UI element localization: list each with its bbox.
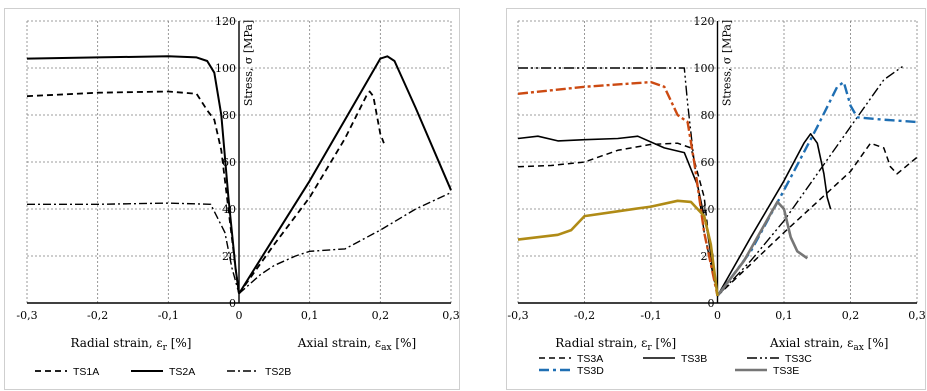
series-line-ts2a-1 xyxy=(238,55,452,295)
legend-label: TS2A xyxy=(169,366,195,378)
series-line-ts3d-1 xyxy=(716,80,918,297)
x-tick-label: -0,2 xyxy=(574,309,595,322)
legend-item-ts3b: TS3B xyxy=(643,353,707,365)
legend-item-ts1a: TS1A xyxy=(35,366,99,378)
legend-label: TS3C xyxy=(785,353,812,365)
x-tick-label: -0,2 xyxy=(87,309,108,322)
series-line-ts1a-0 xyxy=(26,90,240,294)
x-tick-label: -0,1 xyxy=(640,309,661,322)
y-tick-label: 120 xyxy=(215,15,236,28)
series-line-unnamed-6-0 xyxy=(517,199,719,297)
series-line-ts3c-1 xyxy=(716,65,905,297)
y-tick-label: 80 xyxy=(222,109,236,122)
x-tick-label: 0,1 xyxy=(775,309,793,322)
series-line-ts3e-1 xyxy=(716,200,809,297)
legend-label: TS2B xyxy=(265,366,291,378)
series-line-unnamed-5-0 xyxy=(517,80,719,297)
y-tick-label: 0 xyxy=(708,297,715,310)
legend-label: TS3B xyxy=(681,353,707,365)
legend-item-ts3c: TS3C xyxy=(747,353,812,365)
series-line-ts2b-0 xyxy=(27,202,240,294)
series-line-ts2a-0 xyxy=(26,55,240,294)
x-tick-label: 0,3 xyxy=(908,309,926,322)
x-axis-label-right: Axial strain, εax [%] xyxy=(297,336,416,353)
x-tick-label: 0 xyxy=(714,309,721,322)
legend-item-ts2a: TS2A xyxy=(131,366,195,378)
legend-item-ts3e: TS3E xyxy=(735,365,799,377)
y-axis-label: Stress, σ [MPa] xyxy=(721,20,734,106)
legend-item-ts3a: TS3A xyxy=(539,353,603,365)
y-tick-label: 80 xyxy=(701,109,715,122)
x-tick-label: 0,1 xyxy=(301,309,319,322)
x-axis-label-left: Radial strain, εr [%] xyxy=(555,336,676,353)
x-tick-label: -0,3 xyxy=(16,309,37,322)
x-tick-label: -0,1 xyxy=(158,309,179,322)
legend-label: TS3E xyxy=(773,365,799,377)
series-line-ts3b-1 xyxy=(716,133,832,297)
series-line-ts2b-1 xyxy=(238,191,452,295)
y-tick-label: 100 xyxy=(215,62,236,75)
y-tick-label: 120 xyxy=(694,15,715,28)
legend-label: TS3D xyxy=(577,365,604,377)
x-axis-label-right: Axial strain, εax [%] xyxy=(769,336,888,353)
x-tick-label: 0,2 xyxy=(842,309,860,322)
chart-panel-left: -0,3 -0,2 -0,1 0 0,1 0,2 0,3 0 20 40 60 80 100 120 Str… xyxy=(4,8,460,390)
y-tick-label: 20 xyxy=(222,250,236,263)
legend-item-ts3d: TS3D xyxy=(539,365,604,377)
y-tick-label: 100 xyxy=(694,62,715,75)
x-tick-label: 0,2 xyxy=(372,309,390,322)
x-axis-label-left: Radial strain, εr [%] xyxy=(71,336,192,353)
series-line-ts3b-0 xyxy=(517,135,719,297)
y-tick-label: 60 xyxy=(701,156,715,169)
series-line-ts3a-0 xyxy=(517,142,719,297)
y-tick-label: 0 xyxy=(229,297,236,310)
y-axis-label: Stress, σ [MPa] xyxy=(242,20,255,106)
x-tick-label: 0,3 xyxy=(442,309,460,322)
legend-item-ts2b: TS2B xyxy=(227,366,291,378)
series-line-ts3a-1 xyxy=(716,142,918,297)
x-tick-label: -0,3 xyxy=(507,309,528,322)
legend-label: TS1A xyxy=(73,366,99,378)
legend-label: TS3A xyxy=(577,353,603,365)
series-line-ts3c-0 xyxy=(518,67,719,297)
x-tick-label: 0 xyxy=(236,309,243,322)
series-line-ts1a-1 xyxy=(238,90,385,295)
chart-panel-right: -0,3 -0,2 -0,1 0 0,1 0,2 0,3 0 20 40 60 80 100 120 Str… xyxy=(506,8,926,390)
